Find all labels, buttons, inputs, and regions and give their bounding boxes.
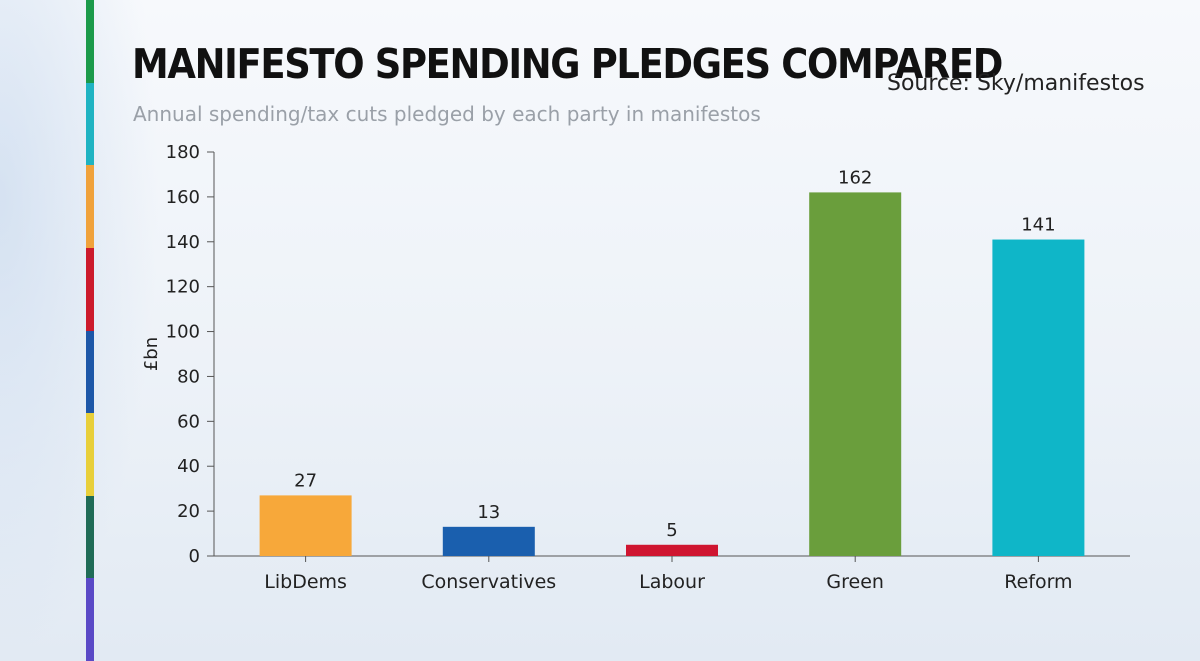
color-strip [86, 0, 94, 661]
y-tick-label: 0 [189, 546, 200, 567]
bar-labour [626, 544, 718, 556]
x-tick-label-labour: Labour [639, 571, 705, 593]
y-tick-label: 140 [166, 232, 200, 253]
chart-subtitle: Annual spending/tax cuts pledged by each… [133, 102, 761, 126]
data-label-labour: 5 [666, 520, 677, 541]
data-label-green: 162 [838, 167, 872, 188]
x-tick-label-libdems: LibDems [264, 571, 347, 593]
strip-segment-3 [86, 165, 94, 248]
x-tick-label-conservatives: Conservatives [421, 571, 556, 593]
x-tick-label-green: Green [826, 571, 884, 593]
y-tick-label: 80 [177, 366, 200, 387]
y-tick-label: 120 [166, 277, 200, 298]
bar-libdems [259, 495, 352, 556]
data-label-libdems: 27 [294, 470, 317, 491]
y-tick-label: 180 [166, 142, 200, 163]
strip-segment-5 [86, 330, 94, 414]
data-label-reform: 141 [1021, 215, 1055, 236]
y-tick-label: 60 [177, 411, 200, 432]
source-label: Source: Sky/manifestos [887, 71, 1145, 96]
y-tick-label: 160 [166, 187, 200, 208]
data-label-conservatives: 13 [477, 502, 500, 523]
x-tick-label-reform: Reform [1004, 571, 1072, 593]
strip-segment-2 [86, 82, 94, 166]
bar-reform [992, 239, 1085, 557]
strip-segment-1 [86, 0, 94, 83]
strip-segment-4 [86, 247, 94, 331]
background-glow [0, 0, 160, 661]
chart-title: MANIFESTO SPENDING PLEDGES COMPARED [132, 40, 1003, 88]
bar-conservatives [442, 526, 535, 556]
y-axis-label: £bn [141, 337, 162, 371]
bar-green [809, 192, 902, 556]
y-tick-label: 40 [177, 456, 200, 477]
strip-segment-6 [86, 413, 94, 496]
strip-segment-8 [86, 578, 94, 661]
y-tick-label: 20 [177, 501, 200, 522]
y-tick-label: 100 [166, 322, 200, 343]
strip-segment-7 [86, 495, 94, 579]
